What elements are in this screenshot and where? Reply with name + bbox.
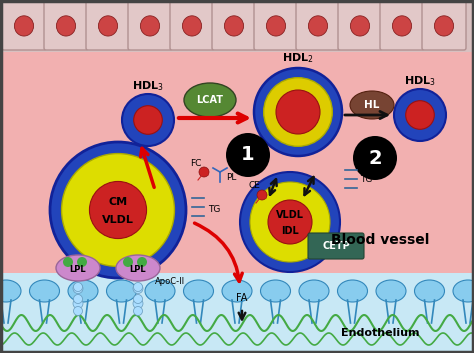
- FancyBboxPatch shape: [170, 0, 214, 50]
- Text: FC: FC: [191, 158, 202, 168]
- Text: HDL$_3$: HDL$_3$: [404, 74, 436, 88]
- Text: ApoC-II: ApoC-II: [155, 277, 185, 287]
- Ellipse shape: [107, 280, 137, 302]
- Ellipse shape: [182, 16, 201, 36]
- Ellipse shape: [56, 255, 100, 281]
- Ellipse shape: [350, 91, 394, 119]
- Text: 2: 2: [368, 149, 382, 168]
- Ellipse shape: [392, 16, 411, 36]
- Circle shape: [134, 106, 162, 134]
- FancyBboxPatch shape: [308, 233, 364, 259]
- Circle shape: [276, 90, 320, 134]
- Text: CM: CM: [109, 197, 128, 207]
- Circle shape: [134, 306, 143, 316]
- Ellipse shape: [414, 280, 445, 302]
- Ellipse shape: [337, 280, 367, 302]
- Text: IDL: IDL: [281, 226, 299, 236]
- Text: PL: PL: [226, 174, 237, 183]
- Circle shape: [63, 257, 73, 267]
- Circle shape: [394, 89, 446, 141]
- Ellipse shape: [184, 83, 236, 117]
- Circle shape: [264, 78, 332, 146]
- Ellipse shape: [376, 280, 406, 302]
- FancyBboxPatch shape: [422, 0, 466, 50]
- Circle shape: [406, 101, 434, 129]
- Circle shape: [134, 294, 143, 304]
- Text: LCAT: LCAT: [197, 95, 224, 105]
- Circle shape: [257, 190, 267, 200]
- Text: VLDL: VLDL: [276, 210, 304, 220]
- Circle shape: [353, 136, 397, 180]
- Circle shape: [90, 181, 146, 239]
- Text: VLDL: VLDL: [102, 215, 134, 225]
- Circle shape: [73, 282, 82, 292]
- Circle shape: [137, 257, 147, 267]
- Ellipse shape: [145, 280, 175, 302]
- Circle shape: [254, 68, 342, 156]
- Text: TG: TG: [208, 205, 220, 215]
- Ellipse shape: [14, 16, 34, 36]
- Text: LPL: LPL: [130, 265, 146, 275]
- Text: Blood vessel: Blood vessel: [331, 233, 429, 247]
- Text: HDL$_2$: HDL$_2$: [282, 51, 314, 65]
- Circle shape: [50, 142, 186, 278]
- FancyBboxPatch shape: [212, 0, 256, 50]
- FancyBboxPatch shape: [296, 0, 340, 50]
- Ellipse shape: [222, 280, 252, 302]
- Ellipse shape: [29, 280, 60, 302]
- Ellipse shape: [434, 16, 454, 36]
- FancyBboxPatch shape: [86, 0, 130, 50]
- Text: Endothelium: Endothelium: [341, 328, 419, 338]
- Circle shape: [62, 154, 174, 267]
- Ellipse shape: [140, 16, 160, 36]
- Circle shape: [122, 94, 174, 146]
- Ellipse shape: [99, 16, 118, 36]
- Ellipse shape: [183, 280, 213, 302]
- Text: HL: HL: [365, 100, 380, 110]
- Ellipse shape: [266, 16, 286, 36]
- Circle shape: [199, 167, 209, 177]
- Bar: [0, 273, 474, 353]
- Bar: [0, 0, 474, 52]
- Text: LPL: LPL: [70, 265, 86, 275]
- Circle shape: [240, 172, 340, 272]
- Ellipse shape: [299, 280, 329, 302]
- Text: HDL$_3$: HDL$_3$: [132, 79, 164, 93]
- Text: CETP: CETP: [322, 241, 350, 251]
- Circle shape: [73, 294, 82, 304]
- Text: 1: 1: [241, 145, 255, 164]
- Text: FA: FA: [237, 293, 248, 303]
- FancyBboxPatch shape: [254, 0, 298, 50]
- Circle shape: [250, 182, 330, 262]
- Circle shape: [73, 306, 82, 316]
- Circle shape: [73, 299, 83, 309]
- Circle shape: [133, 299, 143, 309]
- Ellipse shape: [224, 16, 244, 36]
- Circle shape: [123, 257, 133, 267]
- Circle shape: [73, 283, 83, 293]
- Ellipse shape: [0, 280, 21, 302]
- Ellipse shape: [68, 280, 98, 302]
- Ellipse shape: [116, 255, 160, 281]
- FancyBboxPatch shape: [44, 0, 88, 50]
- Ellipse shape: [261, 280, 291, 302]
- Ellipse shape: [56, 16, 75, 36]
- Circle shape: [268, 200, 312, 244]
- FancyBboxPatch shape: [2, 0, 46, 50]
- Text: CE: CE: [248, 180, 260, 190]
- Circle shape: [133, 283, 143, 293]
- FancyBboxPatch shape: [338, 0, 382, 50]
- Ellipse shape: [350, 16, 370, 36]
- Circle shape: [134, 282, 143, 292]
- Circle shape: [226, 133, 270, 177]
- FancyBboxPatch shape: [128, 0, 172, 50]
- Ellipse shape: [453, 280, 474, 302]
- Text: TG: TG: [360, 175, 373, 185]
- Ellipse shape: [309, 16, 328, 36]
- FancyBboxPatch shape: [380, 0, 424, 50]
- Circle shape: [77, 257, 87, 267]
